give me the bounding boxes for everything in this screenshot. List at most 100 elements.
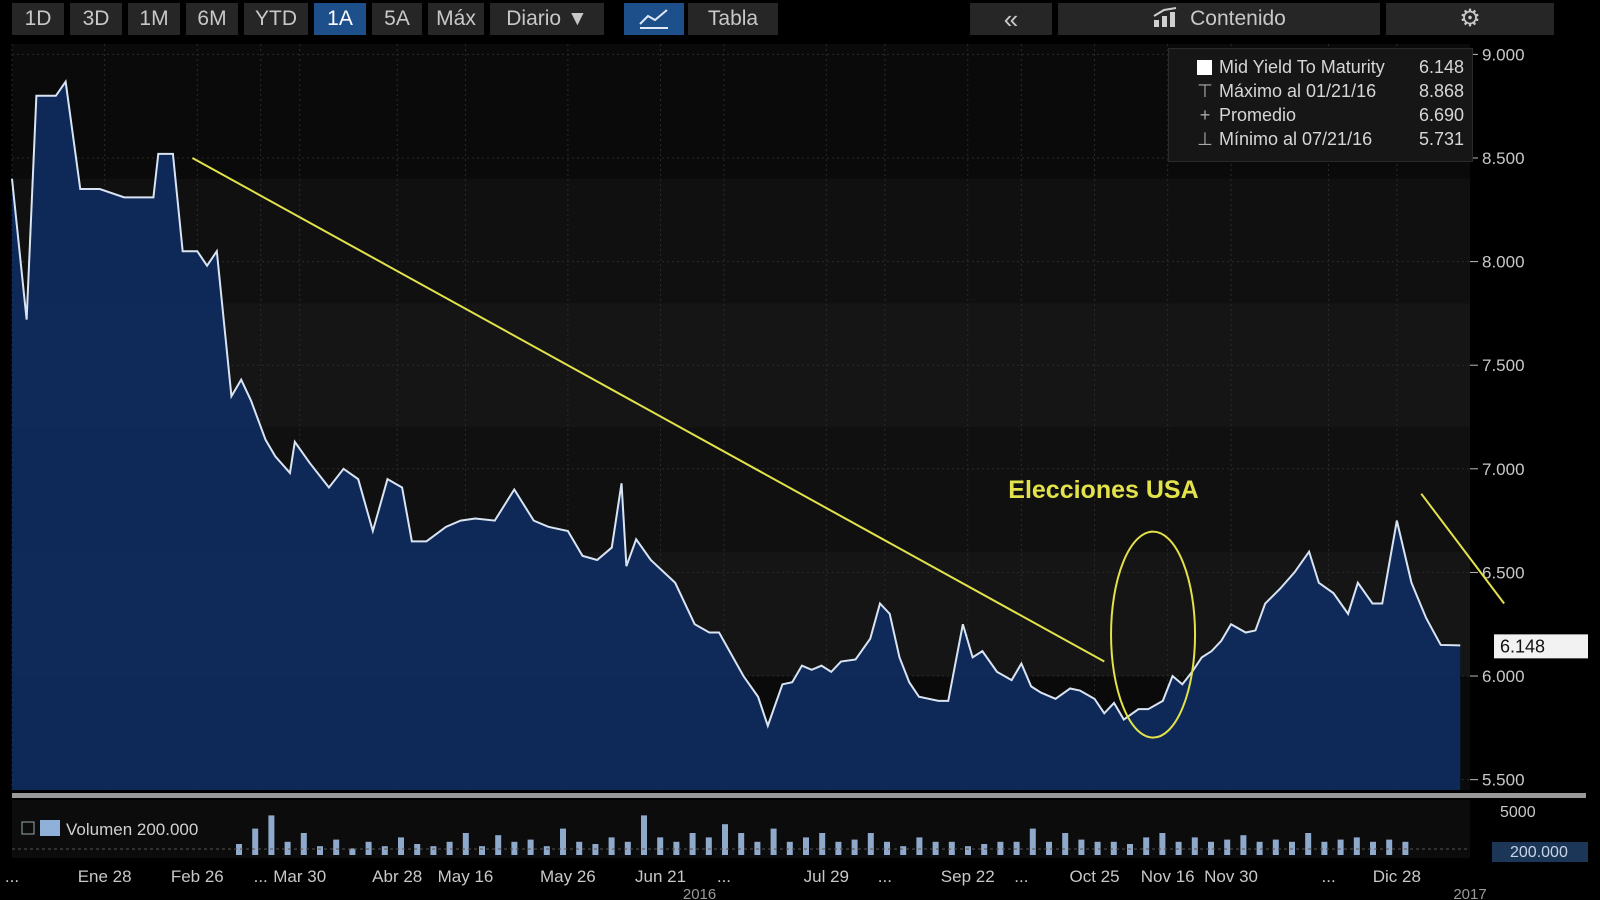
volume-bar [349,848,356,855]
range-button-1a[interactable]: 1A [314,3,366,35]
series-area [12,81,1461,790]
content-label: Contenido [1190,7,1286,30]
x-tick-label: Jun 21 [635,867,686,886]
y-tick-label: 7.500 [1482,356,1525,375]
volume-bar [479,846,485,855]
x-tick-label: ... [1322,867,1336,886]
volume-bar [1272,839,1279,855]
collapse-button[interactable]: « [970,3,1052,35]
volume-bar [1370,841,1376,855]
period-dropdown[interactable]: Diario ▼ [490,3,604,35]
x-tick-label: Sep 22 [941,867,995,886]
content-button[interactable]: Contenido [1058,3,1380,35]
settings-button[interactable]: ⚙ [1386,3,1554,35]
range-button-máx[interactable]: Máx [428,3,484,35]
volume-bar [997,841,1004,855]
legend-label: Mid Yield To Maturity [1219,57,1385,77]
volume-bar [381,846,388,855]
legend-value: 5.731 [1418,129,1464,149]
line-chart-button[interactable] [624,3,684,35]
volume-bar [1386,839,1393,855]
y-tick-label: 7.000 [1482,460,1525,479]
x-tick-label: May 26 [540,867,596,886]
volume-bar [641,815,647,855]
content-chart-icon [1152,3,1180,35]
volume-bar [932,841,939,855]
legend-label: Máximo al 01/21/16 [1219,81,1377,101]
volume-bar [1029,828,1036,855]
volume-bar [608,837,615,855]
y-tick-label: 9.000 [1482,45,1525,64]
x-tick-label: Mar 30 [273,867,326,886]
volume-bar [754,841,761,855]
range-button-3d[interactable]: 3D [70,3,122,35]
volume-bar [1191,837,1198,855]
volume-bar [770,828,777,855]
last-value-label: 6.148 [1500,636,1545,656]
volume-bar [317,846,323,855]
range-button-5a[interactable]: 5A [372,3,422,35]
volume-bar [414,844,421,855]
volume-bar [1062,833,1069,855]
volume-bar [446,841,453,855]
legend-row-max: ⊤ Máximo al 01/21/16 8.868 [1197,81,1464,105]
volume-bar [1078,839,1085,855]
volume-bar [365,841,372,855]
volume-bar [1337,839,1344,855]
series-line [11,79,1461,729]
volume-bar [1175,841,1182,855]
volume-swatch-icon [40,820,60,836]
volume-bar [851,839,858,855]
volume-label: Volumen 200.000 [66,820,198,839]
x-tick-label: Jul 29 [804,867,849,886]
volume-bar [884,841,890,855]
volume-bar [738,833,745,855]
x-tick-label: ... [717,867,731,886]
volume-bar [1110,841,1117,855]
x-tick-label: Nov 30 [1204,867,1258,886]
volume-bar [300,833,307,855]
volume-bar [511,841,518,855]
volume-bar [1046,841,1052,855]
volume-bar [495,835,502,855]
line-chart-icon [639,9,668,29]
volume-bar [867,833,874,855]
volume-bar [333,839,340,855]
volume-bar [1094,841,1101,855]
x-tick-label: Feb 26 [171,867,224,886]
volume-bar [1256,841,1263,855]
chart-legend: Mid Yield To Maturity 6.148 ⊤ Máximo al … [1168,48,1473,162]
x-tick-label: May 16 [438,867,494,886]
volume-bar [462,833,469,855]
year-label: 2016 [683,886,716,900]
range-button-6m[interactable]: 6M [186,3,238,35]
volume-bar [576,841,583,855]
x-tick-label: Nov 16 [1141,867,1195,886]
last-value-flag [1494,634,1588,659]
volume-toggle-icon[interactable] [21,821,35,835]
range-button-1d[interactable]: 1D [12,3,64,35]
volume-bar [722,824,728,855]
toolbar: 1D 3D 1M 6M YTD 1A 5A Máx Diario ▼ Tabla « Cont… [0,0,1600,38]
legend-value: 6.148 [1418,57,1464,77]
volume-bar [1224,839,1231,855]
legend-value: 6.690 [1418,105,1464,125]
legend-row-series: Mid Yield To Maturity 6.148 [1197,57,1464,81]
table-button[interactable]: Tabla [688,3,778,35]
pane-separator [12,793,1586,798]
max-marker-icon: ⊤ [1197,81,1213,101]
volume-bar [1143,837,1150,855]
volume-bar [657,837,664,855]
volume-bar [1402,841,1409,855]
volume-bar [1353,837,1360,855]
x-tick-label: ... [5,867,19,886]
volume-bar [803,837,809,855]
volume-bar [430,846,437,855]
range-button-ytd[interactable]: YTD [244,3,308,35]
range-button-1m[interactable]: 1M [128,3,180,35]
x-tick-label: Ene 28 [78,867,132,886]
volume-bar [689,833,696,855]
trend-line [191,157,1105,663]
x-tick-label: ... [878,867,892,886]
volume-value-label: 200.000 [1510,844,1568,861]
